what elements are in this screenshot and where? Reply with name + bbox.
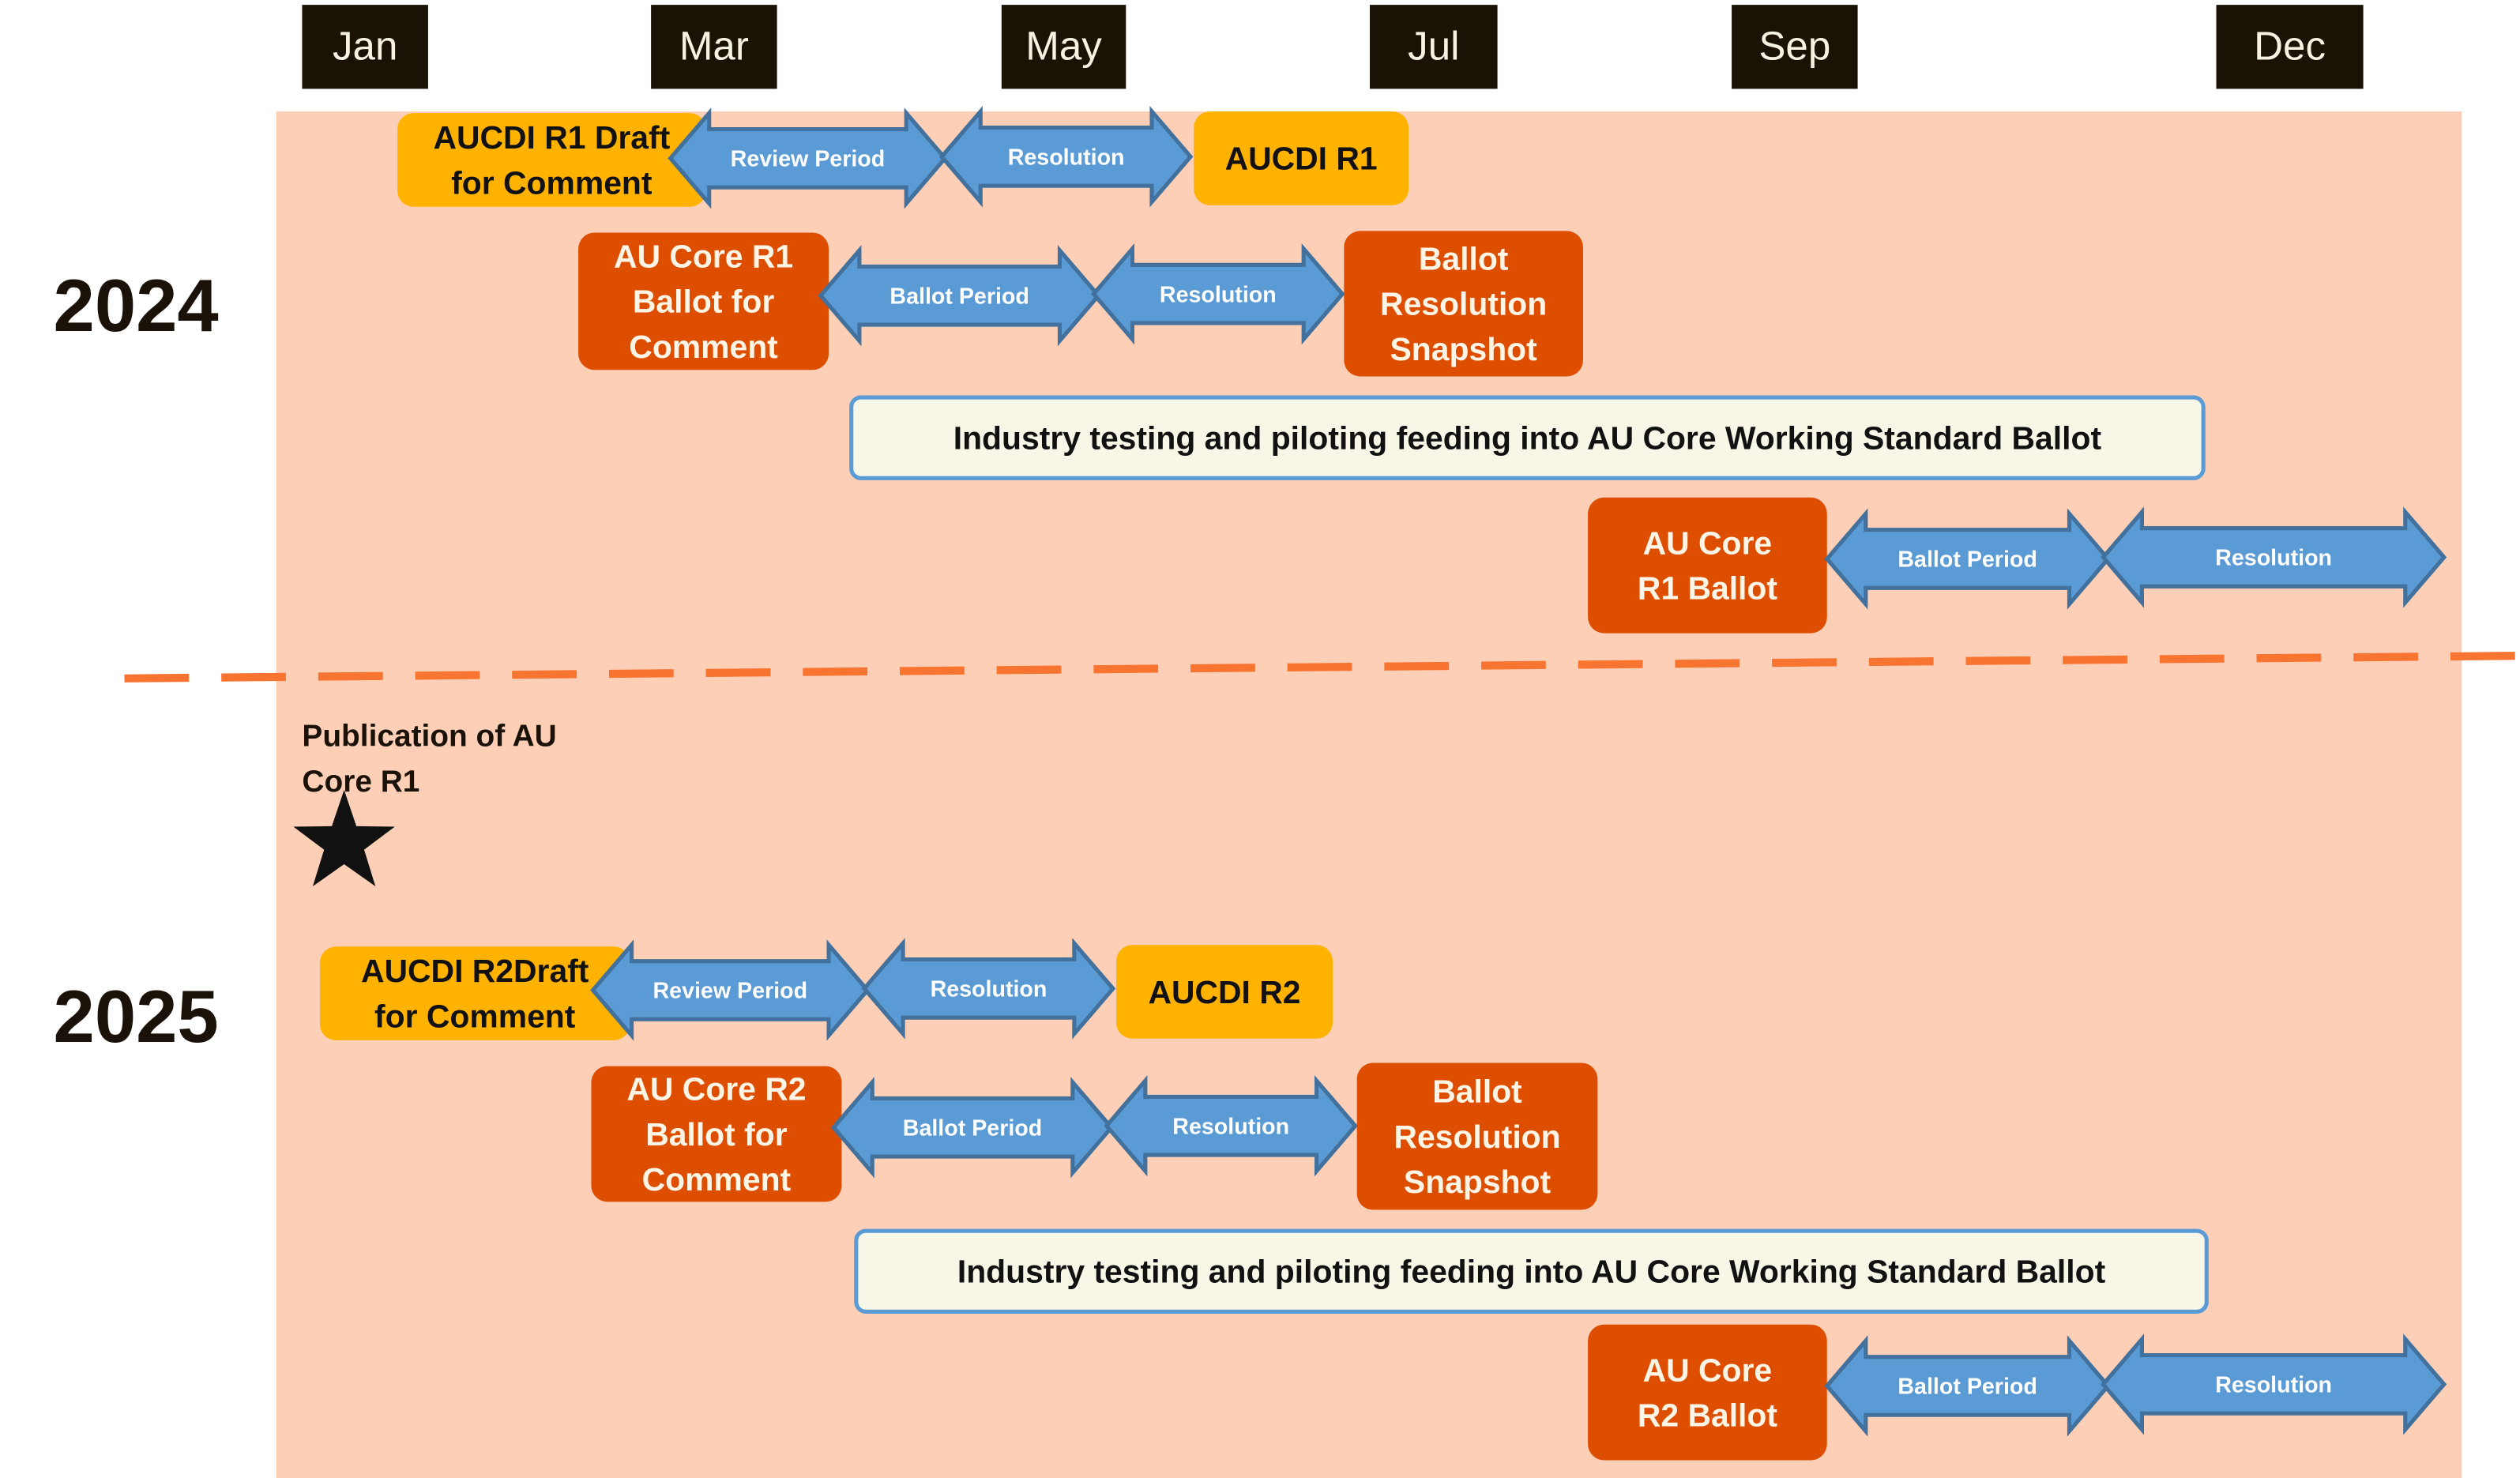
aucdi-draft-box xyxy=(397,113,706,207)
core-ballot-comment-box-text: AU Core R1 xyxy=(614,238,793,274)
ballot-resolution-snapshot-box-text: Ballot xyxy=(1419,240,1509,276)
core-ballot-comment-box-text: AU Core R2 xyxy=(626,1071,806,1108)
resolution-arrow xyxy=(861,938,1116,1040)
review-period-arrow-label: Review Period xyxy=(731,147,886,172)
core-ballot-comment-box xyxy=(578,232,829,370)
core-ballot-comment-box-text: Comment xyxy=(629,329,778,365)
month-header-5 xyxy=(2216,5,2364,89)
month-header-1 xyxy=(651,5,777,89)
month-header-3 xyxy=(1370,5,1498,89)
aucdi-release-box xyxy=(1194,111,1409,205)
industry-testing-text: Industry testing and piloting feeding in… xyxy=(957,1254,2106,1290)
resolution-arrow xyxy=(1091,243,1345,345)
month-label: Dec xyxy=(2254,24,2326,69)
ballot-resolution-snapshot-box-text: Resolution xyxy=(1380,286,1547,322)
aucdi-draft-box-text: for Comment xyxy=(374,998,576,1034)
core-ballot-comment-box xyxy=(591,1066,842,1202)
industry-testing-text: Industry testing and piloting feeding in… xyxy=(953,419,2102,456)
month-header-2 xyxy=(1001,5,1126,89)
year-2024-label: 2024 xyxy=(54,264,219,347)
aucdi-draft-box-text: AUCDI R2Draft xyxy=(361,953,589,989)
ballot-resolution-snapshot-box xyxy=(1344,231,1583,377)
ballot-resolution-snapshot-box-text: Resolution xyxy=(1394,1119,1560,1155)
core-ballot-box-text: AU Core xyxy=(1643,525,1773,561)
month-header-4 xyxy=(1732,5,1858,89)
month-label: Sep xyxy=(1758,24,1830,69)
publication-label-line2: Core R1 xyxy=(302,765,419,799)
year-divider xyxy=(124,652,2515,683)
ballot-period-arrow-label: Ballot Period xyxy=(1898,1375,2037,1400)
core-ballot-box xyxy=(1588,1324,1827,1461)
resolution-arrow-label: Resolution xyxy=(931,977,1047,1002)
aucdi-release-box-text: AUCDI R2 xyxy=(1148,974,1300,1010)
ballot-resolution-snapshot-box xyxy=(1356,1062,1598,1210)
ballot-period-arrow-label: Ballot Period xyxy=(1898,547,2037,573)
month-label: May xyxy=(1025,24,1102,69)
resolution-arrow-label: Resolution xyxy=(1160,282,1277,307)
resolution-arrow xyxy=(2101,1333,2447,1435)
resolution-arrow-label: Resolution xyxy=(2215,546,2332,571)
core-ballot-comment-box-text: Ballot for xyxy=(633,284,774,320)
aucdi-release-box xyxy=(1116,945,1333,1039)
core-ballot-box-text: R1 Ballot xyxy=(1638,570,1778,607)
month-header-0 xyxy=(302,5,428,89)
core-ballot-comment-box-text: Ballot for xyxy=(645,1116,787,1153)
ballot-period-arrow-label: Ballot Period xyxy=(890,284,1029,309)
resolution-arrow-label: Resolution xyxy=(2215,1373,2332,1398)
aucdi-release-box-text: AUCDI R1 xyxy=(1225,141,1378,177)
core-ballot-box-text: AU Core xyxy=(1643,1352,1773,1388)
ballot-period-arrow-label: Ballot Period xyxy=(903,1116,1042,1141)
publication-label-line1: Publication of AU xyxy=(302,720,556,754)
ballot-resolution-snapshot-box-text: Snapshot xyxy=(1390,331,1538,367)
resolution-arrow xyxy=(1104,1075,1359,1177)
month-label: Mar xyxy=(679,24,749,69)
resolution-arrow-label: Resolution xyxy=(1172,1114,1289,1139)
ballot-resolution-snapshot-box-text: Ballot xyxy=(1432,1074,1522,1110)
core-ballot-box-text: R2 Ballot xyxy=(1638,1397,1778,1434)
core-ballot-comment-box-text: Comment xyxy=(642,1161,792,1198)
aucdi-draft-box-text: AUCDI R1 Draft xyxy=(433,119,670,156)
month-label: Jan xyxy=(333,24,397,69)
aucdi-draft-box xyxy=(319,946,630,1040)
industry-testing-box xyxy=(849,395,2206,480)
resolution-arrow xyxy=(938,106,1194,208)
month-label: Jul xyxy=(1408,24,1459,69)
star-icon xyxy=(293,789,395,886)
industry-testing-box xyxy=(854,1228,2209,1314)
aucdi-draft-box-text: for Comment xyxy=(451,164,653,201)
review-period-arrow-label: Review Period xyxy=(653,979,808,1004)
year-2025-label: 2025 xyxy=(54,975,219,1058)
core-ballot-box xyxy=(1588,497,1827,634)
resolution-arrow-label: Resolution xyxy=(1008,145,1125,171)
ballot-resolution-snapshot-box-text: Snapshot xyxy=(1404,1164,1551,1200)
resolution-arrow xyxy=(2101,506,2447,608)
